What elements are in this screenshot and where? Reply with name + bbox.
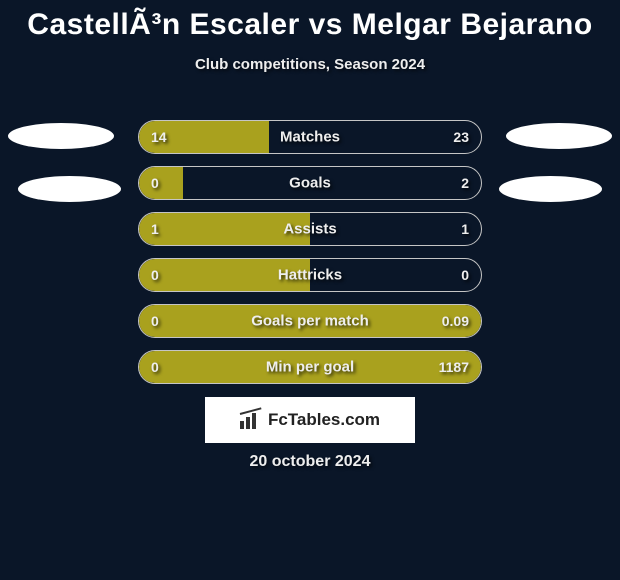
- subtitle: Club competitions, Season 2024: [0, 56, 620, 73]
- stat-label: Hattricks: [278, 267, 342, 284]
- stat-fill: [139, 167, 183, 199]
- logo-box: FcTables.com: [205, 397, 415, 443]
- stat-label: Min per goal: [266, 359, 354, 376]
- stat-value-left: 14: [151, 129, 167, 145]
- stat-row: 14 Matches 23: [138, 120, 482, 154]
- stat-value-right: 1: [461, 221, 469, 237]
- logo-text: FcTables.com: [268, 410, 380, 430]
- badge-left-1: [8, 123, 114, 149]
- stat-label: Matches: [280, 129, 340, 146]
- stat-value-left: 0: [151, 175, 159, 191]
- stat-row: 0 Goals 2: [138, 166, 482, 200]
- stat-value-right: 0: [461, 267, 469, 283]
- stat-row: 1 Assists 1: [138, 212, 482, 246]
- stat-value-left: 1: [151, 221, 159, 237]
- badge-right-1: [506, 123, 612, 149]
- stat-value-left: 0: [151, 313, 159, 329]
- stat-value-right: 0.09: [442, 313, 469, 329]
- badge-right-2: [499, 176, 602, 202]
- stat-value-left: 0: [151, 359, 159, 375]
- page-title: CastellÃ³n Escaler vs Melgar Bejarano: [0, 0, 620, 42]
- stats-bars: 14 Matches 23 0 Goals 2 1 Assists 1 0 Hattricks 0 0 G…: [138, 120, 482, 396]
- stat-value-left: 0: [151, 267, 159, 283]
- stat-row: 0 Hattricks 0: [138, 258, 482, 292]
- stat-label: Goals: [289, 175, 331, 192]
- stat-row: 0 Min per goal 1187: [138, 350, 482, 384]
- date-text: 20 october 2024: [0, 453, 620, 471]
- stat-row: 0 Goals per match 0.09: [138, 304, 482, 338]
- stat-label: Assists: [283, 221, 336, 238]
- badge-left-2: [18, 176, 121, 202]
- stat-value-right: 2: [461, 175, 469, 191]
- stat-value-right: 23: [453, 129, 469, 145]
- stat-label: Goals per match: [251, 313, 369, 330]
- stat-value-right: 1187: [439, 359, 469, 375]
- logo-chart-icon: [240, 411, 262, 429]
